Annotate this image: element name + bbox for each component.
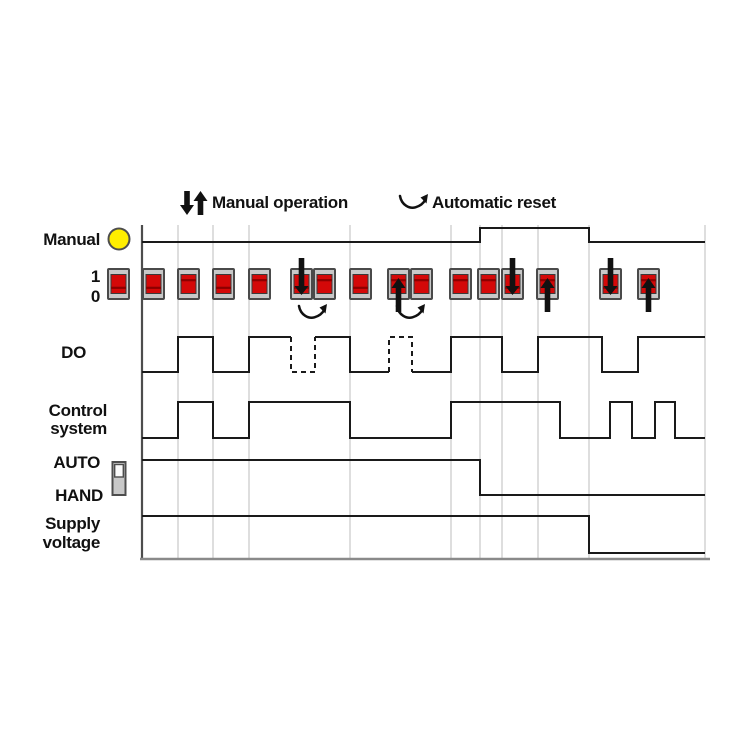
- rocker-button: [536, 268, 559, 312]
- rocker-button: [212, 268, 235, 300]
- press-down-arrow-icon: [294, 258, 309, 295]
- signal-auto-hand: [142, 459, 705, 496]
- row-label-0: 0: [90, 287, 100, 306]
- rocker-button: [410, 268, 433, 300]
- rocker-button: [387, 268, 410, 312]
- rocker-button: [142, 268, 165, 300]
- row-label-manual: Manual: [43, 230, 100, 249]
- row-label-supply: Supply: [45, 514, 100, 533]
- press-up-arrow-icon: [391, 278, 406, 312]
- row-label-control: Control: [48, 401, 108, 420]
- row-label-do: DO: [61, 343, 86, 362]
- row-label-auto: AUTO: [53, 453, 100, 472]
- rocker-button: [637, 268, 660, 312]
- manual-operation-arrows-icon: [180, 191, 208, 215]
- auto-hand-switch-icon: [111, 461, 127, 496]
- row-label-hand: HAND: [55, 486, 103, 505]
- press-down-arrow-icon: [603, 258, 618, 295]
- signal-do: [388, 336, 413, 372]
- switch-knob: [113, 463, 124, 478]
- rocker-button: [248, 268, 271, 300]
- press-down-arrow-icon: [505, 258, 520, 295]
- press-up-arrow-icon: [540, 278, 555, 312]
- row-label-system: system: [50, 419, 107, 438]
- signal-supply-voltage: [142, 515, 705, 554]
- row-label-1: 1: [90, 267, 100, 286]
- signal-do: [142, 336, 291, 373]
- legend-automatic-reset-label: Automatic reset: [432, 193, 556, 212]
- rocker-button: [449, 268, 472, 300]
- press-up-arrow-icon: [641, 278, 656, 312]
- automatic-reset-legend-icon: [398, 194, 428, 209]
- rocker-button: [477, 268, 500, 300]
- rocker-button: [177, 268, 200, 300]
- signal-do: [290, 337, 316, 373]
- rocker-button: [290, 258, 313, 300]
- signal-manual: [142, 227, 705, 243]
- rocker-button: [501, 258, 524, 300]
- signal-control-system: [142, 401, 705, 439]
- rocker-button-legend: [107, 268, 130, 300]
- rocker-button: [599, 258, 622, 300]
- signal-do: [315, 336, 389, 373]
- manual-lamp-icon: [107, 227, 131, 251]
- rocker-button: [313, 268, 336, 300]
- legend-manual-operation-label: Manual operation: [212, 193, 348, 212]
- rocker-button: [349, 268, 372, 300]
- auto-reset-arrow-icon: [297, 304, 327, 319]
- row-label-voltage: voltage: [42, 533, 101, 552]
- auto-reset-arrow-icon: [395, 304, 425, 319]
- signal-do: [412, 336, 705, 373]
